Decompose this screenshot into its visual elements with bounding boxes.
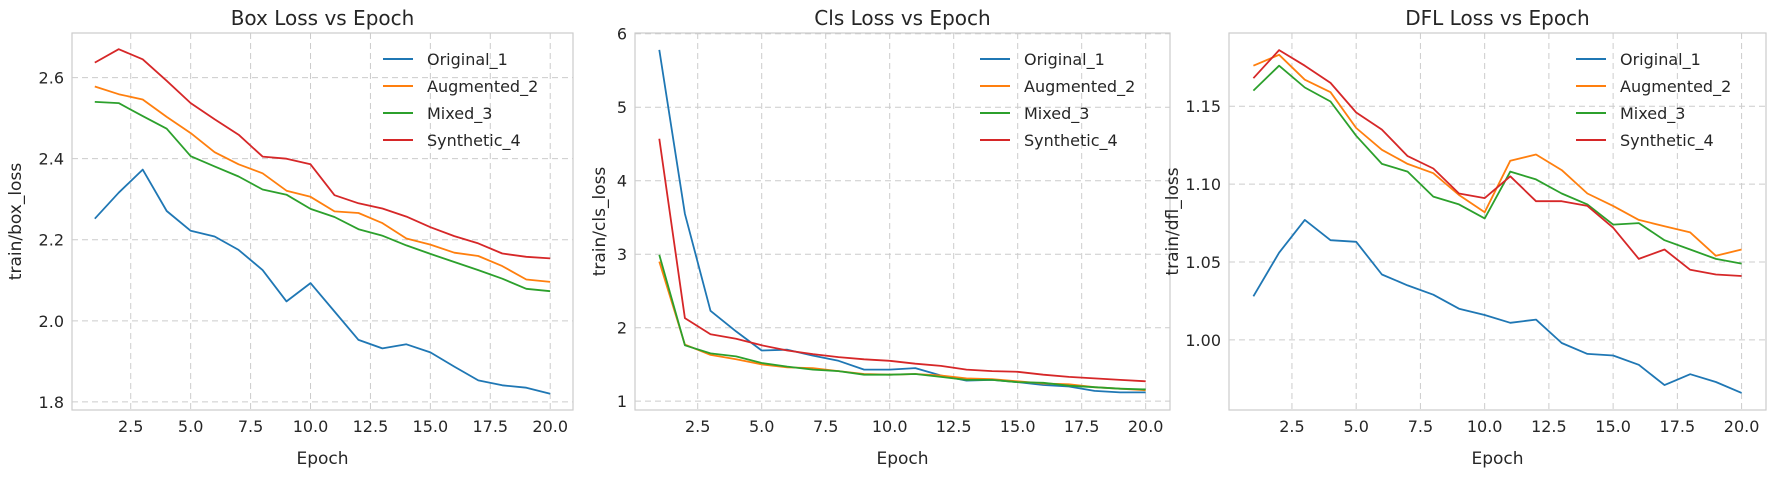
x-tick-label: 2.5	[118, 417, 143, 436]
series-line-synthetic_4	[94, 48, 551, 260]
y-tick-label: 6	[617, 25, 627, 44]
y-tick-label: 2.6	[39, 69, 64, 88]
x-tick-label: 17.5	[1064, 417, 1100, 436]
series-line-mixed_3	[94, 101, 551, 293]
series-line-synthetic_4	[658, 138, 1146, 383]
legend: Original_1 Augmented_2 Mixed_3 Synthetic_4	[980, 50, 1135, 151]
legend-label: Mixed_3	[427, 104, 492, 124]
x-tick-label: 10.0	[293, 417, 329, 436]
chart-title: Box Loss vs Epoch	[231, 6, 415, 30]
legend: Original_1 Augmented_2 Mixed_3 Synthetic_4	[1576, 50, 1731, 151]
x-tick-label: 10.0	[872, 417, 908, 436]
legend-label: Augmented_2	[1620, 77, 1731, 97]
x-tick-label: 5.0	[1343, 417, 1368, 436]
chart-title: Cls Loss vs Epoch	[814, 6, 990, 30]
y-tick-label: 2.0	[39, 312, 64, 331]
x-tick-label: 5.0	[749, 417, 774, 436]
series-line-original_1	[658, 49, 1146, 394]
series-line-mixed_3	[658, 254, 1146, 391]
chart-panel-1: 2.5 5.0 7.5 10.0 12.5 15.0 17.5 20.0 1.8 2.0 2.2 2.…	[6, 6, 574, 469]
series-line-original_1	[94, 168, 551, 395]
axes-frame	[71, 32, 574, 411]
y-tick-label: 4	[617, 172, 627, 191]
chart-panel-2: 2.5 5.0 7.5 10.0 12.5 15.0 17.5 20.0 1 2 3 4 5 6 Cls L…	[590, 6, 1171, 469]
legend-label: Original_1	[427, 50, 508, 70]
series-line-synthetic_4	[1252, 49, 1742, 277]
legend-label: Augmented_2	[1024, 77, 1135, 97]
x-axis-label: Epoch	[1471, 449, 1523, 469]
y-tick-label: 2.2	[39, 231, 64, 250]
plot-area	[72, 33, 573, 410]
y-tick-label: 2.4	[39, 150, 64, 169]
x-tick-label: 20.0	[1128, 417, 1164, 436]
series-line-mixed_3	[1252, 64, 1742, 265]
x-axis-label: Epoch	[876, 449, 928, 469]
x-axis-label: Epoch	[296, 449, 348, 469]
y-tick-label: 3	[617, 245, 627, 264]
axes-frame	[1228, 32, 1767, 411]
chart-title: DFL Loss vs Epoch	[1405, 6, 1589, 30]
legend-label: Original_1	[1620, 50, 1701, 70]
y-axis-label: train/box_loss	[6, 163, 26, 281]
x-tick-label: 20.0	[532, 417, 568, 436]
y-axis-label: train/dfl_loss	[1163, 167, 1183, 275]
y-tick-label: 1	[617, 392, 627, 411]
axes-frame	[634, 32, 1171, 411]
legend-label: Augmented_2	[427, 77, 538, 97]
legend-label: Synthetic_4	[427, 131, 521, 151]
x-tick-label: 12.5	[353, 417, 389, 436]
y-axis-label: train/cls_loss	[590, 167, 610, 277]
y-tick-label: 1.00	[1185, 331, 1221, 350]
x-tick-label: 15.0	[1000, 417, 1036, 436]
legend-label: Synthetic_4	[1024, 131, 1118, 151]
y-tick-label: 1.15	[1185, 97, 1221, 116]
series-line-original_1	[1252, 218, 1742, 394]
y-tick-label: 2	[617, 319, 627, 338]
y-tick-label: 1.05	[1185, 253, 1221, 272]
legend-label: Original_1	[1024, 50, 1105, 70]
plot-area	[635, 33, 1170, 410]
y-tick-label: 5	[617, 98, 627, 117]
x-tick-label: 7.5	[238, 417, 263, 436]
x-tick-label: 15.0	[413, 417, 449, 436]
x-tick-label: 17.5	[1660, 417, 1696, 436]
series-line-augmented_2	[94, 85, 551, 283]
y-tick-label: 1.10	[1185, 175, 1221, 194]
legend: Original_1 Augmented_2 Mixed_3 Synthetic_4	[383, 50, 538, 151]
y-tick-label: 1.8	[39, 393, 64, 412]
x-tick-label: 15.0	[1595, 417, 1631, 436]
legend-label: Mixed_3	[1024, 104, 1089, 124]
x-tick-label: 20.0	[1724, 417, 1760, 436]
legend-label: Synthetic_4	[1620, 131, 1714, 151]
x-tick-label: 12.5	[936, 417, 972, 436]
x-tick-label: 2.5	[1279, 417, 1304, 436]
x-tick-label: 10.0	[1467, 417, 1503, 436]
x-tick-label: 7.5	[1408, 417, 1433, 436]
x-tick-label: 5.0	[178, 417, 203, 436]
x-tick-label: 7.5	[813, 417, 838, 436]
x-tick-label: 12.5	[1531, 417, 1567, 436]
x-tick-label: 17.5	[472, 417, 508, 436]
chart-panel-3: 2.5 5.0 7.5 10.0 12.5 15.0 17.5 20.0 1.00 1.05 1.1…	[1163, 6, 1767, 469]
x-tick-label: 2.5	[685, 417, 710, 436]
legend-label: Mixed_3	[1620, 104, 1685, 124]
